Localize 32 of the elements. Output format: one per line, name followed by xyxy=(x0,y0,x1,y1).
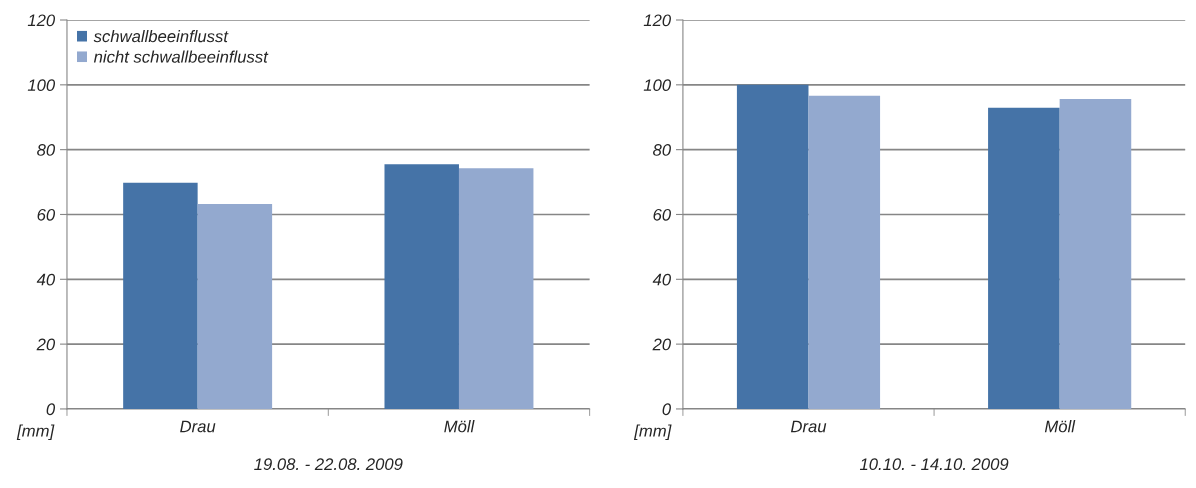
y-tick-label: 120 xyxy=(27,14,56,27)
legend-label: nicht schwallbeeinflusst xyxy=(93,50,269,63)
bar xyxy=(123,182,198,409)
bar xyxy=(736,84,809,409)
y-axis-title: [mm] xyxy=(16,424,55,441)
y-tick-label: 100 xyxy=(27,79,56,92)
x-axis-title: 10.10. - 14.10. 2009 xyxy=(859,458,1009,471)
y-tick-label: 120 xyxy=(643,14,671,27)
y-tick-label: 40 xyxy=(652,273,671,286)
y-tick-label: 20 xyxy=(652,338,671,351)
y-tick-label: 60 xyxy=(653,208,671,221)
y-tick-label: 40 xyxy=(36,273,56,286)
y-tick-label: 100 xyxy=(643,79,671,92)
bar xyxy=(808,95,881,409)
x-tick-label: Drau xyxy=(180,420,216,433)
bar xyxy=(458,168,534,409)
x-tick-label: Drau xyxy=(790,420,827,433)
x-tick-label: Möll xyxy=(444,420,475,433)
y-tick-label: 0 xyxy=(662,403,671,416)
y-tick-label: 80 xyxy=(653,144,671,156)
y-axis-title: [mm] xyxy=(633,424,672,441)
x-axis-title: 19.08. - 22.08. 2009 xyxy=(254,458,403,471)
x-tick-label: Möll xyxy=(1044,420,1076,433)
y-tick-label: 0 xyxy=(46,403,56,416)
bar xyxy=(384,164,459,409)
legend-label: schwallbeeinflusst xyxy=(93,30,229,43)
y-tick-label: 20 xyxy=(36,338,56,351)
bar xyxy=(197,204,273,409)
y-tick-label: 80 xyxy=(37,144,56,156)
bar xyxy=(988,107,1060,409)
y-tick-label: 60 xyxy=(37,208,56,221)
bar xyxy=(1059,99,1132,409)
